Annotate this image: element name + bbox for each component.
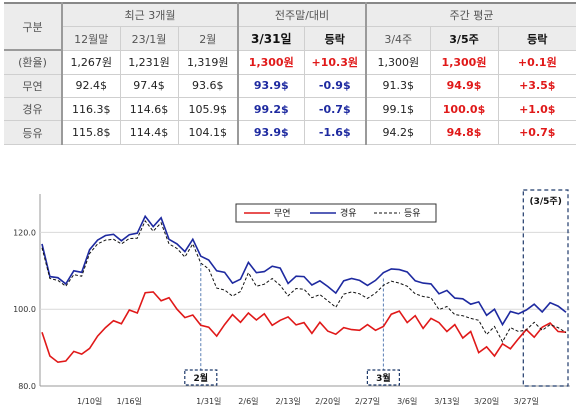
month-label-box	[184, 369, 218, 386]
table-cell: +0.7$	[498, 120, 577, 145]
recent-header: 최근 3개월	[62, 2, 240, 28]
table-cell: 114.6$	[120, 97, 179, 122]
sub-header: 등락	[304, 26, 368, 51]
x-axis-ticks: 1/10일 1/16일 1/31일 2/6일 2/13일 2/20일 2/27일 3/6일 3/…	[77, 397, 539, 406]
row-label: 경유	[4, 97, 63, 122]
table-cell: +0.1원	[498, 50, 577, 75]
table-cell: +3.5$	[498, 74, 577, 99]
row-label: 무연	[4, 74, 63, 99]
month-label: 2월	[194, 372, 209, 384]
weekly-header: 주간 평균	[366, 2, 577, 28]
table-cell: 115.8$	[62, 120, 121, 145]
price-line-chart: 80.0 100.0 120.0 1/10일 1/16일 1/31일 2/6일 2/13일 2…	[13, 189, 570, 406]
x-tick-label: 1/16일	[117, 397, 142, 406]
series-lines	[41, 214, 567, 364]
series-line-diesel	[41, 214, 567, 327]
sub-header: 3/31일	[238, 26, 305, 51]
table-cell: 116.3$	[62, 97, 121, 122]
y-tick-label: 80.0	[18, 382, 36, 391]
table-cell: -0.7$	[304, 97, 368, 122]
table-row: 무연 92.4$ 97.4$ 93.6$ 93.9$ -0.9$ 91.3$ 9…	[4, 74, 577, 99]
table-row: (환율) 1,267원 1,231원 1,319원 1,300원 +10.3원 …	[4, 50, 577, 75]
table-cell: 93.9$	[238, 120, 305, 145]
table-cell: -1.6$	[304, 120, 368, 145]
month-markers: 2월 3월 (3/5주)	[184, 189, 569, 387]
legend: 무연 경유 등유	[235, 203, 437, 223]
row-label: 등유	[4, 120, 63, 145]
table-cell: 93.6$	[178, 74, 240, 99]
price-table: 구분 최근 3개월 전주말/대비 주간 평균 12월말 23/1월 2월 3/3…	[4, 1, 577, 145]
table-cell: 104.1$	[178, 120, 240, 145]
table-cell: 93.9$	[238, 74, 305, 99]
gridlines	[39, 194, 570, 387]
row-label: (환율)	[4, 50, 63, 75]
table-cell: 1,300원	[238, 50, 305, 75]
table-cell: 97.4$	[120, 74, 179, 99]
table-cell: 114.4$	[120, 120, 179, 145]
sub-header-row: 12월말 23/1월 2월 3/31일 등락 3/4주 3/5주 등락	[4, 26, 577, 51]
x-tick-label: 2/27일	[355, 397, 380, 406]
x-tick-label: 2/13일	[275, 397, 300, 406]
table-cell: 99.2$	[238, 97, 305, 122]
table-cell: 1,300원	[366, 50, 431, 75]
table-row: 경유 116.3$ 114.6$ 105.9$ 99.2$ -0.7$ 99.1…	[4, 97, 577, 122]
table-cell: 1,267원	[62, 50, 121, 75]
y-tick-label: 100.0	[13, 305, 36, 314]
table-cell: 94.2$	[366, 120, 431, 145]
x-tick-label: 3/20일	[474, 397, 499, 406]
current-week-label: (3/5주)	[529, 196, 561, 207]
current-week-box	[522, 189, 569, 387]
sub-header: 2월	[178, 26, 240, 51]
table-cell: 94.9$	[430, 74, 499, 99]
table-cell: -0.9$	[304, 74, 368, 99]
series-line-gasoline	[41, 291, 567, 364]
table-cell: 1,319원	[178, 50, 240, 75]
table-cell: 99.1$	[366, 97, 431, 122]
x-tick-label: 3/13일	[434, 397, 459, 406]
table-cell: 1,231원	[120, 50, 179, 75]
sub-header: 3/5주	[430, 26, 499, 51]
y-tick-label: 120.0	[13, 228, 36, 237]
x-tick-label: 1/10일	[77, 397, 102, 406]
table-cell: 92.4$	[62, 74, 121, 99]
table-row: 등유 115.8$ 114.4$ 104.1$ 93.9$ -1.6$ 94.2…	[4, 120, 577, 145]
month-label: 3월	[376, 372, 391, 384]
weekend-header: 전주말/대비	[238, 2, 368, 28]
table-cell: 94.8$	[430, 120, 499, 145]
category-header: 구분	[4, 1, 63, 52]
group-header-row: 구분 최근 3개월 전주말/대비 주간 평균	[4, 1, 577, 52]
y-axis-ticks: 80.0 100.0 120.0	[13, 228, 36, 391]
x-tick-label: 3/27일	[514, 397, 539, 406]
table-cell: +10.3원	[304, 50, 368, 75]
sub-header: 3/4주	[366, 26, 431, 51]
sub-header: 등락	[498, 26, 577, 51]
x-tick-label: 1/31일	[196, 397, 221, 406]
table-cell: 100.0$	[430, 97, 499, 122]
sub-header: 23/1월	[120, 26, 179, 51]
legend-label: 등유	[404, 208, 421, 219]
legend-label: 경유	[340, 207, 357, 219]
month-label-box	[366, 369, 400, 386]
x-tick-label: 3/6일	[397, 397, 417, 406]
sub-header: 12월말	[62, 26, 121, 51]
x-tick-label: 2/6일	[238, 397, 258, 406]
table-cell: 1,300원	[430, 50, 499, 75]
x-tick-label: 2/20일	[315, 397, 340, 406]
table-cell: +1.0$	[498, 97, 577, 122]
table-cell: 105.9$	[178, 97, 240, 122]
legend-label: 무연	[274, 208, 291, 219]
table-cell: 91.3$	[366, 74, 431, 99]
